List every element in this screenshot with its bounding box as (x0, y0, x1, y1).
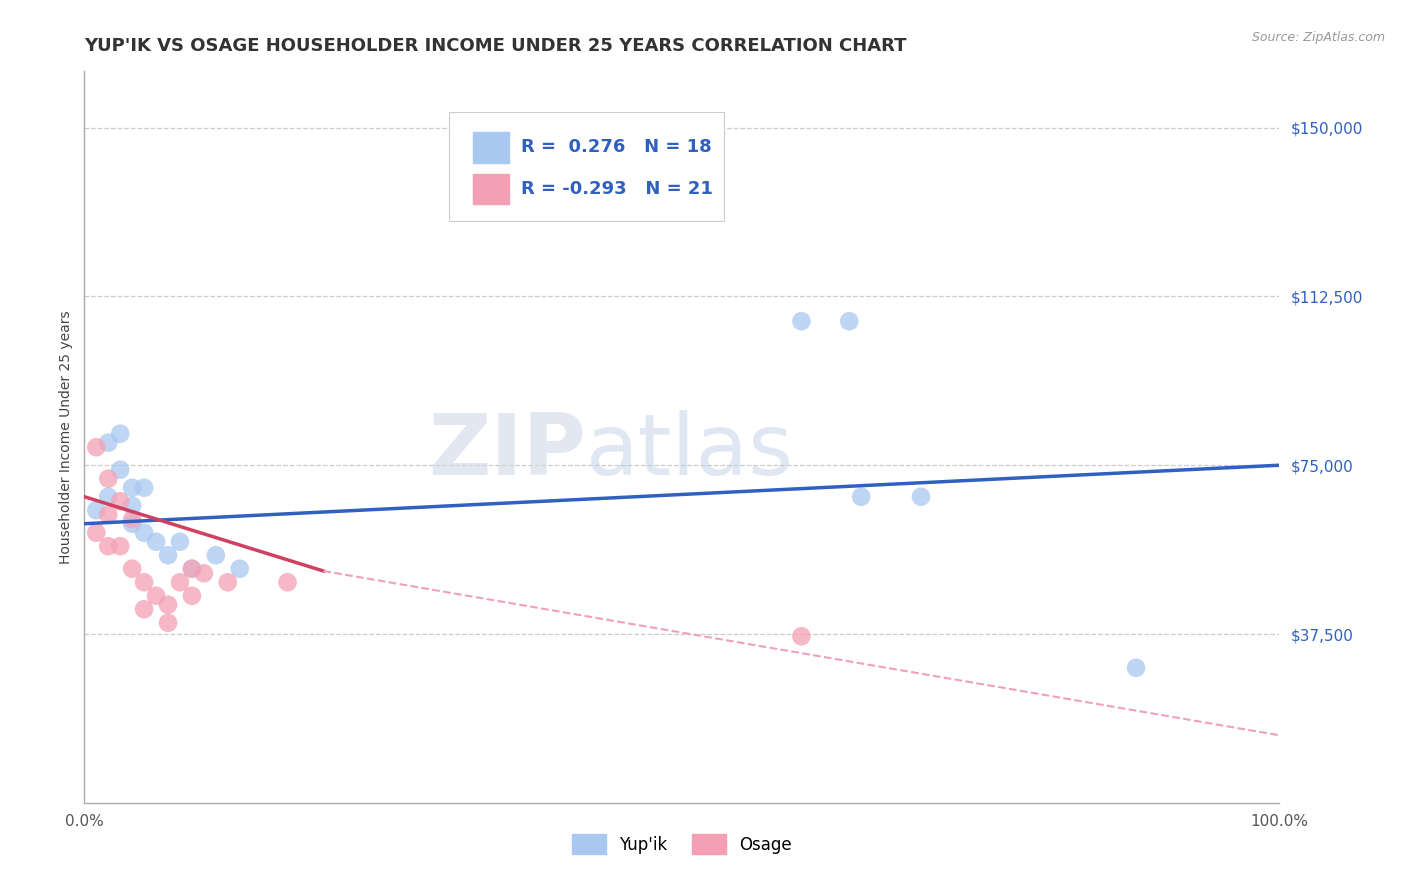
Point (110, 426, 132, 441)
Point (157, 548, 180, 562)
Text: R = -0.293   N = 21: R = -0.293 N = 21 (520, 180, 713, 198)
Point (851, 490, 873, 504)
Y-axis label: Householder Income Under 25 years: Householder Income Under 25 years (59, 310, 73, 564)
Point (1125, 661, 1147, 675)
Text: atlas: atlas (586, 410, 794, 493)
Point (229, 562, 252, 576)
Point (169, 534, 191, 549)
Text: ZIP: ZIP (429, 410, 586, 493)
Point (277, 575, 299, 590)
Point (910, 490, 932, 504)
Point (838, 314, 860, 328)
FancyBboxPatch shape (449, 112, 724, 221)
Point (169, 575, 191, 590)
Point (790, 314, 813, 328)
Point (132, 602, 156, 616)
Point (97, 539, 120, 553)
Point (181, 562, 204, 576)
Point (157, 615, 180, 630)
FancyBboxPatch shape (472, 174, 509, 204)
Point (86, 440, 108, 454)
FancyBboxPatch shape (472, 132, 509, 163)
Point (193, 566, 215, 581)
Point (121, 499, 143, 513)
Text: Source: ZipAtlas.com: Source: ZipAtlas.com (1251, 31, 1385, 45)
Point (145, 589, 167, 603)
Point (97, 508, 120, 522)
Point (110, 539, 132, 553)
Point (121, 512, 143, 526)
Point (132, 481, 156, 495)
Point (121, 481, 143, 495)
Text: R =  0.276   N = 18: R = 0.276 N = 18 (520, 138, 711, 156)
Point (132, 525, 156, 540)
Point (86, 503, 108, 517)
Point (145, 534, 167, 549)
Point (157, 598, 180, 612)
Point (790, 629, 813, 643)
Text: YUP'IK VS OSAGE HOUSEHOLDER INCOME UNDER 25 YEARS CORRELATION CHART: YUP'IK VS OSAGE HOUSEHOLDER INCOME UNDER… (84, 37, 907, 54)
Point (110, 494, 132, 508)
Point (181, 589, 204, 603)
Point (97, 490, 120, 504)
Point (181, 562, 204, 576)
Point (97, 435, 120, 450)
Point (86, 525, 108, 540)
Point (121, 516, 143, 531)
Point (97, 472, 120, 486)
Point (110, 463, 132, 477)
Point (205, 548, 228, 562)
Point (121, 562, 143, 576)
Point (217, 575, 239, 590)
Point (132, 575, 156, 590)
Legend: Yup'ik, Osage: Yup'ik, Osage (565, 828, 799, 860)
